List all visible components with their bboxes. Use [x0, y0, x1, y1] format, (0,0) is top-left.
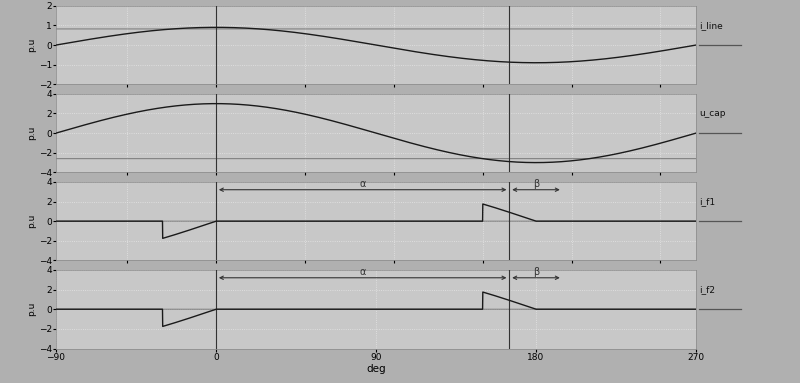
Y-axis label: p.u: p.u — [27, 302, 36, 316]
X-axis label: deg: deg — [366, 365, 386, 375]
Y-axis label: p.u: p.u — [27, 214, 36, 228]
Text: i_f2: i_f2 — [699, 285, 715, 294]
Text: β: β — [533, 179, 539, 189]
Y-axis label: p.u: p.u — [27, 126, 36, 140]
Text: β: β — [533, 267, 539, 277]
Text: α: α — [359, 267, 366, 277]
Text: α: α — [359, 179, 366, 189]
Text: i_line: i_line — [699, 21, 723, 30]
Text: u_cap: u_cap — [699, 109, 726, 118]
Y-axis label: p.u: p.u — [27, 38, 36, 52]
Text: i_f1: i_f1 — [699, 197, 715, 206]
